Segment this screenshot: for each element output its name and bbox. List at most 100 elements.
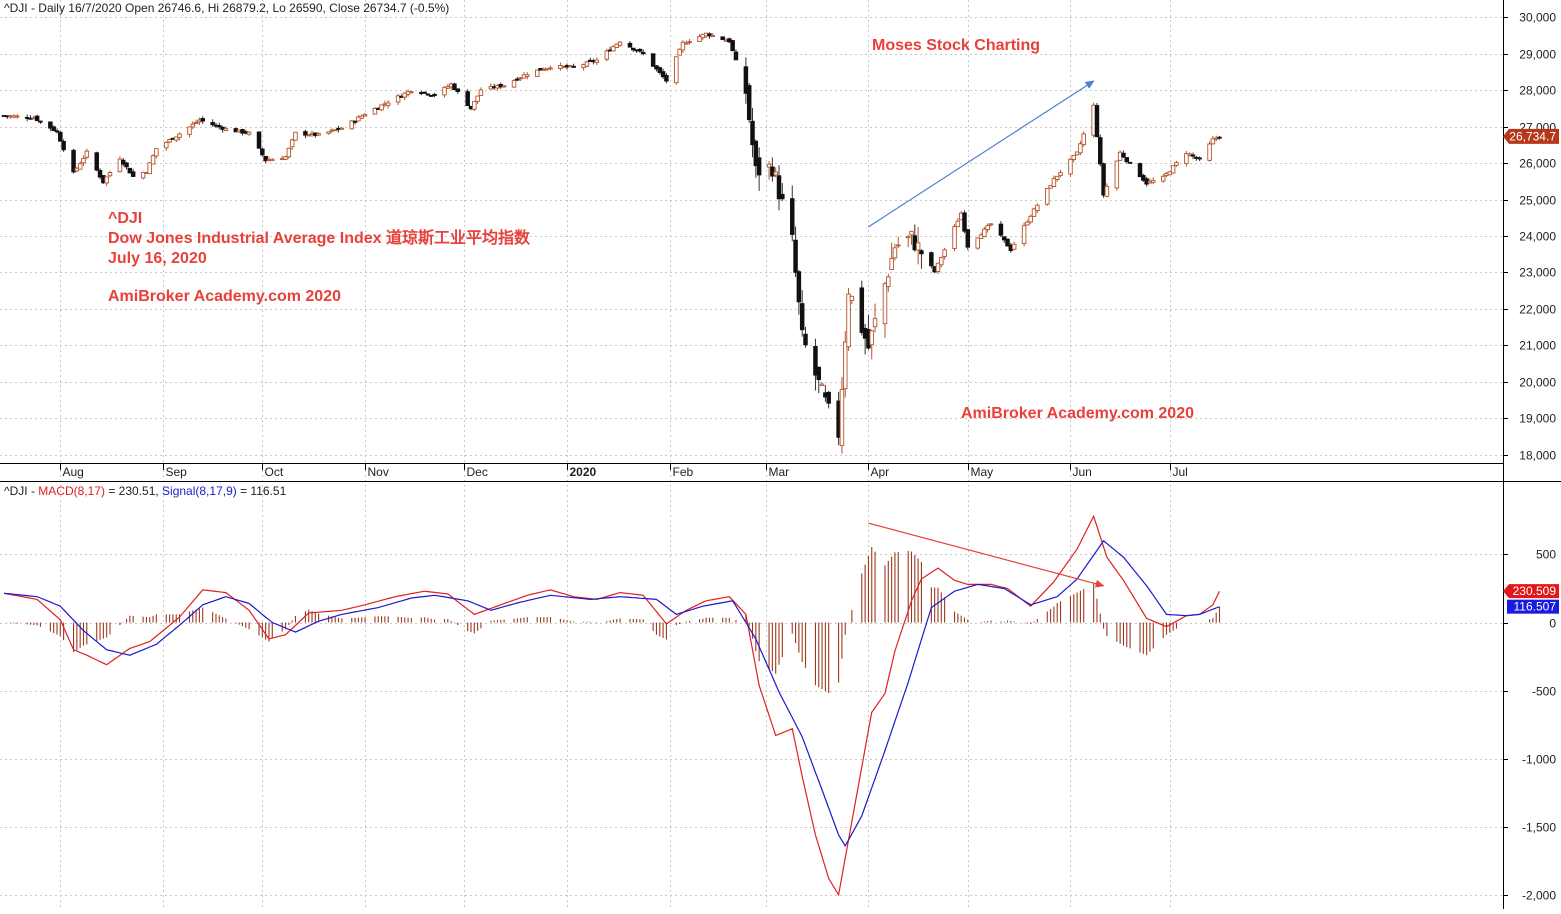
candle-body — [604, 50, 610, 60]
candle-body — [173, 136, 179, 141]
candle-body — [395, 95, 401, 103]
price-trend-arrow — [868, 80, 1095, 228]
macd-y-axis: -2,000 -1,500 -1,000 -500 0 500 — [1503, 548, 1556, 903]
candle-body — [359, 115, 364, 119]
signal-last-value: 116.507 — [1514, 600, 1557, 614]
candle-body — [1025, 221, 1030, 226]
candle-body — [780, 193, 785, 200]
candle-body — [548, 67, 553, 70]
candle-body — [1005, 238, 1010, 247]
month-label: Oct — [265, 465, 284, 479]
candle-body — [263, 155, 268, 162]
candle-body — [803, 333, 808, 346]
candle-body — [909, 230, 914, 236]
candle-body — [955, 220, 961, 228]
macd-tick-label: 0 — [1549, 617, 1556, 631]
macd-tick-label: -1,000 — [1522, 753, 1556, 767]
price-tick-label: 21,000 — [1519, 339, 1556, 353]
candle-body — [1210, 138, 1216, 145]
candle-body — [1078, 143, 1083, 154]
month-label: Jul — [1173, 465, 1188, 479]
price-tick-label: 25,000 — [1519, 194, 1556, 208]
candle-body — [988, 223, 994, 226]
candle-body — [475, 95, 480, 102]
macd-header-macd: MACD(8,17) — [38, 484, 105, 498]
candle-body — [1101, 163, 1106, 196]
candle-body — [246, 131, 252, 135]
candle-body — [200, 118, 205, 122]
candle-body — [677, 48, 682, 56]
candle-body — [640, 51, 646, 55]
candle-body — [882, 283, 888, 325]
candle-body — [687, 41, 692, 44]
month-label: Aug — [63, 465, 84, 479]
candle-body — [452, 83, 457, 91]
price-tick-label: 26,000 — [1519, 157, 1556, 171]
macd-trend-arrow — [868, 522, 1105, 588]
candle-body — [289, 139, 295, 148]
candle-body — [939, 257, 944, 266]
candle-body — [1028, 215, 1033, 223]
month-label: Dec — [467, 465, 488, 479]
candle-body — [617, 41, 623, 46]
candle-body — [842, 341, 848, 390]
candle-body — [985, 225, 990, 231]
candle-body — [326, 131, 331, 134]
candle-body — [859, 287, 865, 333]
candle-body — [534, 69, 540, 77]
candle-body — [935, 262, 941, 272]
candle-body — [223, 128, 229, 132]
price-grid — [0, 17, 1503, 456]
candle-body — [869, 330, 874, 346]
candle-body — [525, 74, 530, 77]
candle-body — [117, 158, 123, 173]
candle-body — [746, 85, 752, 121]
candle-body — [478, 89, 484, 96]
candle-body — [674, 56, 679, 84]
candle-body — [38, 120, 43, 123]
price-tick-label: 18,000 — [1519, 449, 1556, 463]
candle-body — [611, 46, 616, 52]
candle-body — [1137, 163, 1143, 178]
candle-body — [872, 318, 878, 328]
candle-body — [48, 121, 53, 129]
candle-body — [1114, 160, 1120, 189]
candle-body — [1051, 178, 1057, 187]
candle-body — [962, 212, 967, 232]
candle-body — [349, 120, 355, 130]
month-label: Feb — [673, 465, 694, 479]
candle-body — [356, 116, 361, 122]
candle-body — [799, 303, 805, 331]
candle-body — [164, 141, 169, 149]
price-tick-label: 23,000 — [1519, 266, 1556, 280]
candle-body — [942, 249, 947, 257]
candle-body — [730, 40, 735, 52]
macd-tick-label: -500 — [1532, 685, 1556, 699]
candle-body — [385, 102, 391, 106]
candle-body — [614, 43, 619, 48]
candle-body — [256, 131, 262, 149]
candle-body — [929, 252, 934, 267]
candle-body — [210, 122, 215, 126]
candle-body — [316, 133, 321, 136]
candle-body — [1160, 175, 1166, 182]
candle-body — [1207, 143, 1212, 161]
candle-body — [501, 85, 507, 88]
candle-body — [650, 53, 656, 67]
price-tick-label: 19,000 — [1519, 412, 1556, 426]
candle-body — [720, 36, 725, 40]
candle-body — [773, 171, 778, 176]
last-price-tag: 26,734.7 — [1503, 128, 1559, 144]
candle-body — [750, 120, 755, 146]
candle-body — [154, 148, 159, 157]
candle-body — [260, 148, 265, 156]
macd-header-prefix: ^DJI - — [4, 484, 38, 498]
candle-body — [445, 86, 451, 89]
candle-body — [627, 42, 633, 48]
candle-body — [849, 295, 855, 302]
month-label: May — [971, 465, 994, 479]
candle-body — [919, 250, 924, 255]
candle-body — [140, 172, 146, 179]
candle-body — [915, 242, 921, 251]
